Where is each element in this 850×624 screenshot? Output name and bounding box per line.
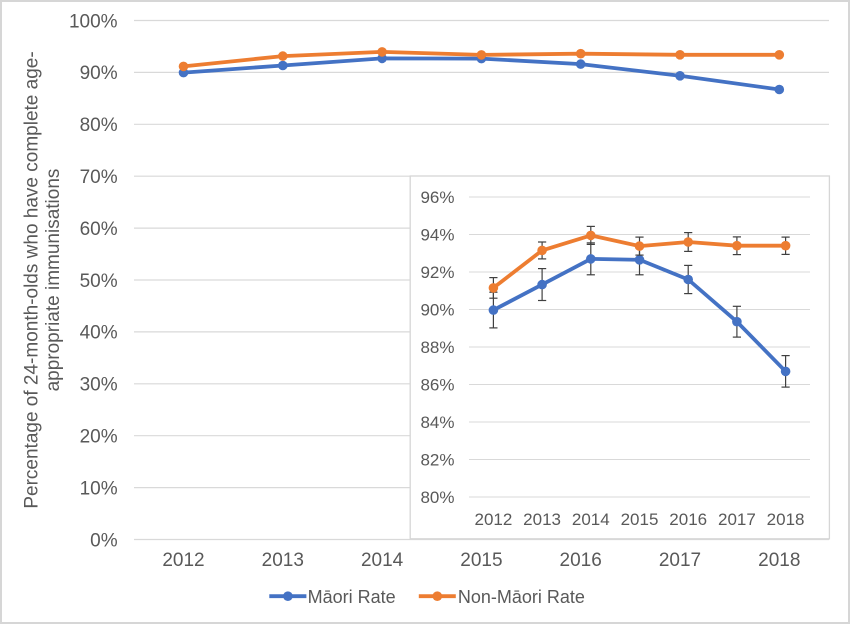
svg-text:2013: 2013 (523, 510, 561, 529)
svg-text:Māori Rate: Māori Rate (308, 587, 396, 607)
svg-text:2016: 2016 (669, 510, 707, 529)
svg-text:82%: 82% (420, 451, 454, 470)
svg-text:40%: 40% (80, 323, 118, 344)
svg-text:2014: 2014 (572, 510, 610, 529)
svg-text:80%: 80% (80, 115, 118, 136)
svg-text:2017: 2017 (659, 550, 701, 571)
svg-text:100%: 100% (69, 11, 118, 32)
svg-text:70%: 70% (80, 167, 118, 188)
svg-text:2018: 2018 (758, 550, 800, 571)
svg-text:88%: 88% (420, 338, 454, 357)
svg-text:84%: 84% (420, 413, 454, 432)
svg-text:2017: 2017 (718, 510, 756, 529)
svg-text:96%: 96% (420, 188, 454, 207)
svg-text:2013: 2013 (262, 550, 304, 571)
svg-text:2012: 2012 (162, 550, 204, 571)
svg-text:80%: 80% (420, 488, 454, 507)
svg-text:2018: 2018 (767, 510, 805, 529)
svg-text:20%: 20% (80, 427, 118, 448)
svg-text:50%: 50% (80, 271, 118, 292)
svg-text:2015: 2015 (460, 550, 502, 571)
svg-text:2015: 2015 (621, 510, 659, 529)
svg-text:92%: 92% (420, 263, 454, 282)
svg-text:90%: 90% (80, 63, 118, 84)
svg-text:Percentage of 24-month-olds wh: Percentage of 24-month-olds who have com… (22, 51, 65, 508)
svg-text:60%: 60% (80, 219, 118, 240)
svg-text:86%: 86% (420, 376, 454, 395)
svg-text:90%: 90% (420, 301, 454, 320)
svg-text:Non-Māori Rate: Non-Māori Rate (458, 587, 585, 607)
svg-text:2014: 2014 (361, 550, 404, 571)
svg-text:94%: 94% (420, 226, 454, 245)
svg-text:30%: 30% (80, 375, 118, 396)
svg-text:0%: 0% (90, 530, 118, 551)
svg-text:2012: 2012 (474, 510, 512, 529)
svg-text:2016: 2016 (560, 550, 602, 571)
svg-text:10%: 10% (80, 478, 118, 499)
